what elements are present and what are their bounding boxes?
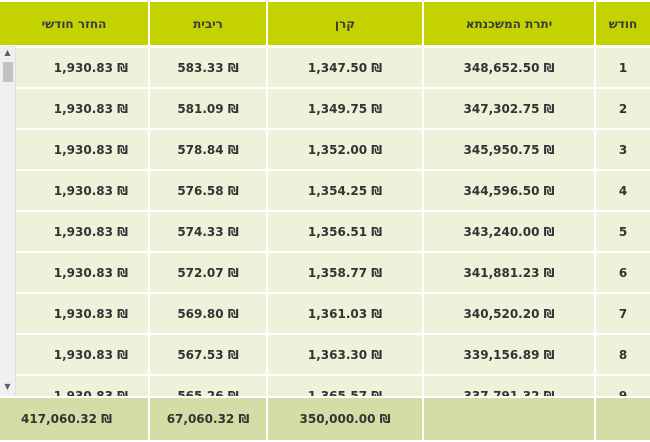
cell-month: 2 bbox=[594, 89, 650, 128]
cell-payment: 1,930.83 ₪ bbox=[16, 335, 148, 374]
table-rows: 1 348,652.50 ₪ 1,347.50 ₪ 583.33 ₪ 1,930.83 … bbox=[16, 46, 650, 396]
table-row: 7 340,520.20 ₪ 1,361.03 ₪ 569.80 ₪ 1,930.83 … bbox=[16, 292, 650, 333]
cell-balance: 341,881.23 ₪ bbox=[422, 253, 594, 292]
cell-balance: 337,791.32 ₪ bbox=[422, 376, 594, 396]
cell-principal: 1,354.25 ₪ bbox=[266, 171, 422, 210]
cell-interest: 567.53 ₪ bbox=[148, 335, 266, 374]
cell-interest: 583.33 ₪ bbox=[148, 48, 266, 87]
cell-payment: 1,930.83 ₪ bbox=[16, 48, 148, 87]
cell-principal: 1,347.50 ₪ bbox=[266, 48, 422, 87]
table-header: חודש יתרת המשכנתא קרן ריבית החזר חודשי bbox=[0, 0, 650, 46]
table-row: 6 341,881.23 ₪ 1,358.77 ₪ 572.07 ₪ 1,930.83 … bbox=[16, 251, 650, 292]
cell-interest: 574.33 ₪ bbox=[148, 212, 266, 251]
cell-payment: 1,930.83 ₪ bbox=[16, 294, 148, 333]
cell-payment: 1,930.83 ₪ bbox=[16, 212, 148, 251]
scroll-down-icon[interactable]: ▼ bbox=[4, 382, 11, 391]
scrollbar-thumb[interactable] bbox=[3, 62, 13, 82]
header-payment: החזר חודשי bbox=[0, 2, 148, 45]
cell-principal: 1,352.00 ₪ bbox=[266, 130, 422, 169]
table-body[interactable]: ▲ ▼ 1 348,652.50 ₪ 1,347.50 ₪ 583.33 ₪ 1,930… bbox=[0, 46, 650, 396]
cell-interest: 569.80 ₪ bbox=[148, 294, 266, 333]
table-row: 2 347,302.75 ₪ 1,349.75 ₪ 581.09 ₪ 1,930.83 … bbox=[16, 87, 650, 128]
cell-principal: 1,363.30 ₪ bbox=[266, 335, 422, 374]
cell-payment: 1,930.83 ₪ bbox=[16, 253, 148, 292]
cell-month: 7 bbox=[594, 294, 650, 333]
cell-balance: 348,652.50 ₪ bbox=[422, 48, 594, 87]
total-principal: 350,000.00 ₪ bbox=[266, 398, 422, 440]
cell-month: 9 bbox=[594, 376, 650, 396]
cell-interest: 565.26 ₪ bbox=[148, 376, 266, 396]
cell-payment: 1,930.83 ₪ bbox=[16, 89, 148, 128]
cell-principal: 1,361.03 ₪ bbox=[266, 294, 422, 333]
cell-balance: 339,156.89 ₪ bbox=[422, 335, 594, 374]
cell-month: 4 bbox=[594, 171, 650, 210]
cell-interest: 576.58 ₪ bbox=[148, 171, 266, 210]
total-balance bbox=[422, 398, 594, 440]
cell-balance: 344,596.50 ₪ bbox=[422, 171, 594, 210]
table-footer-totals: 350,000.00 ₪ 67,060.32 ₪ 417,060.32 ₪ bbox=[0, 396, 650, 442]
total-month bbox=[594, 398, 650, 440]
cell-balance: 345,950.75 ₪ bbox=[422, 130, 594, 169]
cell-month: 3 bbox=[594, 130, 650, 169]
table-row: 3 345,950.75 ₪ 1,352.00 ₪ 578.84 ₪ 1,930.83 … bbox=[16, 128, 650, 169]
cell-interest: 572.07 ₪ bbox=[148, 253, 266, 292]
table-row: 8 339,156.89 ₪ 1,363.30 ₪ 567.53 ₪ 1,930.83 … bbox=[16, 333, 650, 374]
table-row: 4 344,596.50 ₪ 1,354.25 ₪ 576.58 ₪ 1,930.83 … bbox=[16, 169, 650, 210]
cell-payment: 1,930.83 ₪ bbox=[16, 171, 148, 210]
header-balance: יתרת המשכנתא bbox=[422, 2, 594, 45]
cell-balance: 343,240.00 ₪ bbox=[422, 212, 594, 251]
table-row: 5 343,240.00 ₪ 1,356.51 ₪ 574.33 ₪ 1,930.83 … bbox=[16, 210, 650, 251]
cell-payment: 1,930.83 ₪ bbox=[16, 376, 148, 396]
cell-month: 5 bbox=[594, 212, 650, 251]
cell-principal: 1,349.75 ₪ bbox=[266, 89, 422, 128]
cell-balance: 347,302.75 ₪ bbox=[422, 89, 594, 128]
cell-month: 8 bbox=[594, 335, 650, 374]
scroll-up-icon[interactable]: ▲ bbox=[4, 48, 11, 57]
cell-month: 6 bbox=[594, 253, 650, 292]
cell-interest: 581.09 ₪ bbox=[148, 89, 266, 128]
cell-principal: 1,356.51 ₪ bbox=[266, 212, 422, 251]
total-payment: 417,060.32 ₪ bbox=[0, 398, 148, 440]
table-row: 1 348,652.50 ₪ 1,347.50 ₪ 583.33 ₪ 1,930.83 … bbox=[16, 46, 650, 87]
header-interest: ריבית bbox=[148, 2, 266, 45]
cell-balance: 340,520.20 ₪ bbox=[422, 294, 594, 333]
cell-month: 1 bbox=[594, 48, 650, 87]
table-row: 9 337,791.32 ₪ 1,365.57 ₪ 565.26 ₪ 1,930.83 … bbox=[16, 374, 650, 396]
cell-principal: 1,358.77 ₪ bbox=[266, 253, 422, 292]
total-interest: 67,060.32 ₪ bbox=[148, 398, 266, 440]
vertical-scrollbar[interactable]: ▲ ▼ bbox=[0, 46, 16, 396]
header-month: חודש bbox=[594, 2, 650, 45]
header-principal: קרן bbox=[266, 2, 422, 45]
cell-interest: 578.84 ₪ bbox=[148, 130, 266, 169]
cell-principal: 1,365.57 ₪ bbox=[266, 376, 422, 396]
cell-payment: 1,930.83 ₪ bbox=[16, 130, 148, 169]
